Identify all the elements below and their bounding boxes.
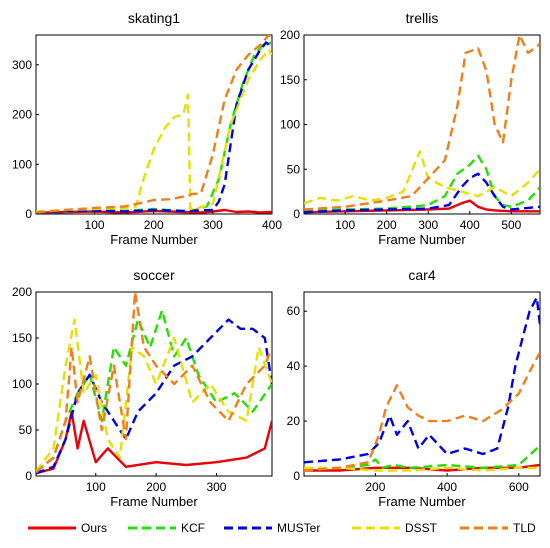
y-tick-label: 150 <box>280 73 300 87</box>
x-axis-label: Frame Number <box>378 232 466 247</box>
x-axis-label: Frame Number <box>110 232 198 247</box>
y-tick-label: 0 <box>25 469 32 483</box>
y-tick-label: 200 <box>280 28 300 42</box>
plot-frame <box>35 291 273 477</box>
chart-soccer: 100 200 300 0 50 100 150 200 soccer Frame Number <box>12 267 273 509</box>
y-tick-label: 100 <box>12 157 32 171</box>
series-line-KCF <box>304 154 540 213</box>
legend-label-Ours: Ours <box>81 521 107 535</box>
y-tick-label: 200 <box>12 285 32 299</box>
chart-trellis: 100 200 300 400 500 0 50 100 150 200 trellis Frame … <box>280 10 541 247</box>
x-tick-label: 300 <box>203 218 223 232</box>
y-tick-label: 100 <box>12 377 32 391</box>
x-tick-label: 400 <box>262 218 282 232</box>
x-tick-label: 200 <box>144 218 164 232</box>
chart-skating1: 100 200 300 400 0 100 200 300 skating1 Frame Numb… <box>12 10 282 247</box>
series-line-TLD <box>36 35 272 214</box>
chart-title: soccer <box>133 267 175 283</box>
y-tick-label: 50 <box>19 423 33 437</box>
legend: Ours KCF MUSTer DSST TLD <box>28 521 536 535</box>
x-tick-label: 300 <box>206 480 226 494</box>
series-line-DSST <box>304 150 540 205</box>
x-axis-label: Frame Number <box>110 494 198 509</box>
chart-title: skating1 <box>128 10 180 26</box>
series-group <box>36 292 272 475</box>
x-axis-label: Frame Number <box>378 494 466 509</box>
series-group <box>304 35 540 214</box>
x-tick-label: 600 <box>509 480 529 494</box>
series-line-MUSTer <box>36 41 272 214</box>
x-tick-label: 100 <box>335 218 355 232</box>
x-tick-label: 400 <box>460 218 480 232</box>
y-tick-label: 100 <box>280 118 300 132</box>
y-tick-label: 40 <box>287 359 301 373</box>
y-tick-label: 0 <box>293 469 300 483</box>
y-tick-label: 0 <box>293 207 300 221</box>
chart-car4: 200 400 600 0 20 40 60 car4 Frame Number <box>287 267 541 509</box>
legend-label-KCF: KCF <box>181 521 205 535</box>
plot-frame <box>35 34 273 215</box>
x-tick-label: 300 <box>418 218 438 232</box>
chart-title: trellis <box>406 10 439 26</box>
series-line-MUSTer <box>36 318 272 475</box>
series-group <box>36 35 272 214</box>
series-line-KCF <box>304 442 540 472</box>
chart-title: car4 <box>408 267 435 283</box>
y-tick-label: 20 <box>287 414 301 428</box>
y-tick-label: 60 <box>287 304 301 318</box>
series-group <box>304 296 540 472</box>
x-tick-label: 100 <box>86 480 106 494</box>
y-tick-label: 150 <box>12 331 32 345</box>
legend-label-DSST: DSST <box>405 521 438 535</box>
x-tick-label: 200 <box>146 480 166 494</box>
legend-label-MUSTer: MUSTer <box>277 521 320 535</box>
series-line-DSST <box>36 48 272 213</box>
y-tick-label: 300 <box>12 58 32 72</box>
x-tick-label: 400 <box>437 480 457 494</box>
series-line-MUSTer <box>304 172 540 214</box>
x-tick-label: 100 <box>85 218 105 232</box>
plot-frame <box>303 291 541 477</box>
y-tick-label: 200 <box>12 108 32 122</box>
plot-frame <box>303 34 541 215</box>
x-tick-label: 200 <box>377 218 397 232</box>
legend-label-TLD: TLD <box>513 521 536 535</box>
series-line-TLD <box>304 35 540 211</box>
series-line-MUSTer <box>304 296 540 464</box>
y-tick-label: 50 <box>287 162 301 176</box>
series-line-TLD <box>304 351 540 472</box>
x-tick-label: 200 <box>365 480 385 494</box>
y-tick-label: 0 <box>25 207 32 221</box>
series-line-Ours <box>304 463 540 472</box>
x-tick-label: 500 <box>501 218 521 232</box>
